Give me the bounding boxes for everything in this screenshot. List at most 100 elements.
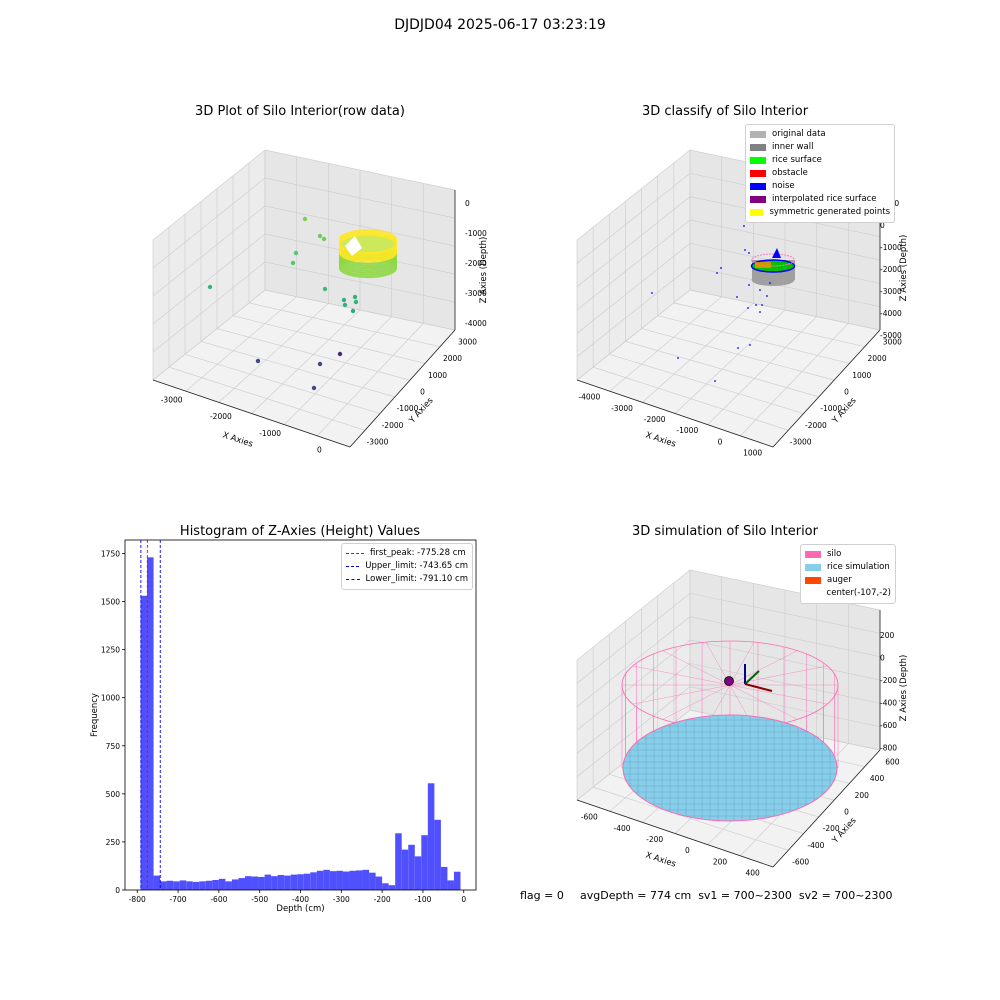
y-tick-label: 0 xyxy=(115,886,120,895)
histogram-bar xyxy=(323,869,330,890)
y-tick-label: -2000 xyxy=(382,421,404,430)
plot4-title: 3D simulation of Silo Interior xyxy=(632,524,818,539)
y-axis-label: Y Axies xyxy=(830,815,859,846)
legend-swatch xyxy=(805,551,821,558)
y-tick-label: 1500 xyxy=(101,598,120,607)
histogram-bar xyxy=(349,870,357,890)
y-tick-label: 3000 xyxy=(883,337,902,346)
noise-point xyxy=(759,311,761,313)
histogram-bar xyxy=(264,874,272,890)
y-tick-label: -600 xyxy=(792,858,809,867)
legend-label: rice surface xyxy=(772,155,822,165)
left-pane xyxy=(577,150,690,380)
z-axis-label: Z Axies (Depth) xyxy=(479,237,489,304)
legend-item: symmetric generated points xyxy=(750,206,890,219)
grid-line xyxy=(576,616,881,707)
noise-point xyxy=(737,347,739,349)
histogram-bar xyxy=(225,881,232,890)
grid-line xyxy=(689,289,881,331)
grid-line xyxy=(673,722,865,768)
x-tick-label: 0 xyxy=(317,446,322,455)
x-tick-label: -600 xyxy=(581,813,598,822)
legend-swatch xyxy=(750,183,766,190)
y-tick-label: 1000 xyxy=(852,371,871,380)
y-tick-label: 0 xyxy=(420,388,425,397)
grid-line xyxy=(674,309,786,414)
grid-line xyxy=(576,592,881,684)
grid-line xyxy=(576,709,691,801)
data-point xyxy=(350,308,356,314)
data-cluster xyxy=(338,231,398,252)
z-tick-label: -3000 xyxy=(465,289,487,298)
floor-pane xyxy=(153,290,455,447)
silo-roof-spoke xyxy=(662,650,731,686)
x-tick-label: 0 xyxy=(685,846,690,855)
y-tick-label: 250 xyxy=(106,838,121,847)
legend-item: noise xyxy=(750,180,890,193)
z-tick-label: -4000 xyxy=(880,309,902,318)
histogram-bar xyxy=(434,819,441,890)
histogram-bar xyxy=(414,856,422,890)
z-tick-label: 0 xyxy=(465,199,470,208)
grid-line xyxy=(576,289,691,381)
histogram-bar xyxy=(173,881,180,890)
y-axis-line xyxy=(349,329,456,448)
grid-line xyxy=(152,289,456,381)
grid-line xyxy=(185,296,297,392)
grid-line xyxy=(232,315,426,364)
data-cluster xyxy=(338,249,398,270)
grid-line xyxy=(284,316,392,425)
legend-label: center(-107,-2) xyxy=(826,588,891,598)
histogram-bar xyxy=(375,876,383,890)
legend-label: rice simulation xyxy=(827,562,890,572)
histogram-bar xyxy=(388,885,396,890)
histogram-bar xyxy=(271,876,278,890)
data-point xyxy=(322,286,328,292)
x-axis-label: X Axies xyxy=(644,850,677,869)
plot1-title: 3D Plot of Silo Interior(row data) xyxy=(195,104,405,119)
x-tick-label: -300 xyxy=(333,895,350,904)
legend-swatch xyxy=(750,209,764,216)
floor-pane xyxy=(577,290,880,447)
histogram-bar xyxy=(395,833,402,890)
data-point xyxy=(321,236,327,242)
legend-label: first_peak: -775.28 cm xyxy=(370,548,466,558)
legend-item: obstacle xyxy=(750,167,890,180)
legend-label: Upper_limit: -743.65 cm xyxy=(365,561,468,571)
grid-line xyxy=(152,261,456,353)
grid-line xyxy=(576,639,881,731)
silo-roof-spoke xyxy=(729,665,828,686)
histogram-bar xyxy=(160,881,167,890)
grid-line xyxy=(593,786,789,851)
legend-item: interpolated rice surface xyxy=(750,193,890,206)
data-cluster xyxy=(338,229,398,250)
legend-swatch xyxy=(805,577,821,584)
grid-line xyxy=(625,761,819,818)
grid-line xyxy=(641,748,835,801)
z-tick-label: -200 xyxy=(880,676,897,685)
grid-line xyxy=(707,736,817,845)
data-cluster xyxy=(338,253,398,274)
data-cluster xyxy=(338,235,398,257)
x-tick-label: -100 xyxy=(414,895,431,904)
legend-swatch xyxy=(750,131,766,138)
grid-line xyxy=(200,341,396,398)
silo-roof-spoke xyxy=(729,684,798,720)
histogram-bar xyxy=(336,870,343,890)
histogram-bar xyxy=(329,871,337,890)
auger-x-arrow xyxy=(744,683,773,692)
x-tick-label: -600 xyxy=(210,895,227,904)
noise-point xyxy=(749,344,751,346)
z-tick-label: -1000 xyxy=(465,229,487,238)
data-cluster xyxy=(338,244,398,265)
z-tick-label: 0 xyxy=(880,654,885,663)
noise-marker xyxy=(772,248,781,258)
histogram-bar xyxy=(453,871,461,890)
grid-line xyxy=(642,723,754,823)
histogram-title: Histogram of Z-Axies (Height) Values xyxy=(179,524,421,539)
y-tick-label: 1750 xyxy=(101,549,120,558)
x-tick-label: 1000 xyxy=(743,448,762,457)
z-axis-label: Z Axies (Depth) xyxy=(899,655,909,722)
legend-label: Lower_limit: -791.10 cm xyxy=(365,574,468,584)
center-marker xyxy=(724,676,734,686)
